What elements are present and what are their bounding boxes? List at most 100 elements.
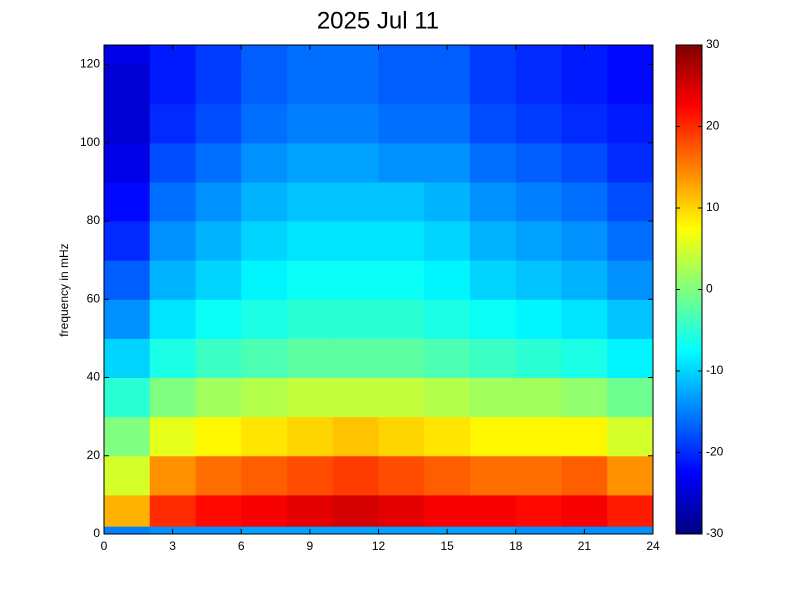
y-tick-label: 100 xyxy=(80,135,100,149)
heatmap-cell xyxy=(104,455,151,496)
heatmap-cell xyxy=(607,526,654,535)
heatmap-cell xyxy=(332,64,379,105)
heatmap-cell xyxy=(470,142,517,183)
heatmap-cell xyxy=(195,142,242,183)
heatmap-cell xyxy=(104,103,151,144)
heatmap-cell xyxy=(104,181,151,222)
heatmap-cell xyxy=(149,494,196,527)
heatmap-cell xyxy=(378,455,425,496)
heatmap-cell xyxy=(515,142,562,183)
colorbar-tick-label: -20 xyxy=(706,445,724,459)
colorbar-tick-label: -10 xyxy=(706,363,724,377)
heatmap-cell xyxy=(287,142,334,183)
heatmap-cell xyxy=(195,455,242,496)
heatmap-cell xyxy=(287,103,334,144)
x-tick-label: 24 xyxy=(646,539,660,553)
heatmap-cell xyxy=(561,338,608,379)
heatmap-cell xyxy=(195,338,242,379)
heatmap-cell xyxy=(149,299,196,339)
heatmap-cell xyxy=(241,377,288,418)
heatmap-cell xyxy=(378,221,425,261)
y-tick-label: 40 xyxy=(87,370,101,384)
heatmap-cell xyxy=(332,338,379,379)
heatmap-cell xyxy=(561,181,608,222)
heatmap-cell xyxy=(470,338,517,379)
x-tick-label: 6 xyxy=(238,539,245,553)
heatmap-cell xyxy=(287,455,334,496)
heatmap-cell xyxy=(378,416,425,457)
heatmap-cell xyxy=(424,221,471,261)
y-tick-label: 80 xyxy=(87,213,101,227)
heatmap-cell xyxy=(378,103,425,144)
heatmap-cell xyxy=(607,494,654,527)
heatmap-cell xyxy=(149,45,196,66)
heatmap-cell xyxy=(378,260,425,300)
heatmap-cell xyxy=(561,45,608,66)
heatmap-cell xyxy=(424,103,471,144)
x-tick-label: 18 xyxy=(509,539,523,553)
heatmap-cell xyxy=(424,338,471,379)
heatmap-cell xyxy=(470,526,517,535)
heatmap-cell xyxy=(470,103,517,144)
heatmap-cell xyxy=(561,260,608,300)
heatmap-cell xyxy=(332,181,379,222)
x-tick-label: 0 xyxy=(101,539,108,553)
heatmap-cell xyxy=(470,181,517,222)
heatmap-cell xyxy=(470,45,517,66)
colorbar-tick-label: 30 xyxy=(706,37,720,51)
heatmap-cell xyxy=(470,299,517,339)
heatmap-cell xyxy=(195,526,242,535)
heatmap-cell xyxy=(104,338,151,379)
heatmap-cell xyxy=(104,260,151,300)
heatmap-cell xyxy=(195,103,242,144)
heatmap-cell xyxy=(561,455,608,496)
heatmap-cell xyxy=(241,45,288,66)
heatmap-cell xyxy=(332,299,379,339)
heatmap-cell xyxy=(332,142,379,183)
x-tick-label: 21 xyxy=(578,539,592,553)
heatmap-cell xyxy=(104,142,151,183)
heatmap-cell xyxy=(378,142,425,183)
heatmap-cell xyxy=(149,181,196,222)
heatmap-cell xyxy=(561,103,608,144)
heatmap-cell xyxy=(470,377,517,418)
heatmap-cell xyxy=(424,455,471,496)
heatmap-cell xyxy=(561,142,608,183)
heatmap-cell xyxy=(332,377,379,418)
heatmap-cell xyxy=(149,142,196,183)
heatmap-cell xyxy=(515,221,562,261)
heatmap-cell xyxy=(287,64,334,105)
heatmap-cell xyxy=(149,377,196,418)
heatmap-cell xyxy=(561,377,608,418)
y-tick-label: 120 xyxy=(80,57,100,71)
heatmap-cell xyxy=(515,494,562,527)
heatmap-cell xyxy=(241,64,288,105)
heatmap-cell xyxy=(515,181,562,222)
heatmap-cell xyxy=(195,45,242,66)
heatmap-cell xyxy=(424,45,471,66)
colorbar-tick-label: 10 xyxy=(706,200,720,214)
heatmap-cell xyxy=(241,221,288,261)
heatmap-cell xyxy=(607,455,654,496)
heatmap-cell xyxy=(287,494,334,527)
heatmap-cell xyxy=(195,494,242,527)
heatmap-cell xyxy=(424,142,471,183)
heatmap-cell xyxy=(515,526,562,535)
heatmap-cell xyxy=(241,526,288,535)
heatmap-cell xyxy=(607,221,654,261)
heatmap-cell xyxy=(470,221,517,261)
heatmap-cell xyxy=(515,416,562,457)
heatmap-cell xyxy=(332,45,379,66)
colorbar-tick-label: -30 xyxy=(706,526,724,540)
heatmap-cell xyxy=(195,64,242,105)
x-tick-label: 9 xyxy=(307,539,314,553)
heatmap-cell xyxy=(241,455,288,496)
heatmap-cell xyxy=(241,416,288,457)
heatmap-cell xyxy=(104,377,151,418)
heatmap-cell xyxy=(607,338,654,379)
heatmap-cell xyxy=(515,260,562,300)
heatmap-cell xyxy=(515,45,562,66)
chart-title: 2025 Jul 11 xyxy=(317,7,439,34)
heatmap-cell xyxy=(287,45,334,66)
